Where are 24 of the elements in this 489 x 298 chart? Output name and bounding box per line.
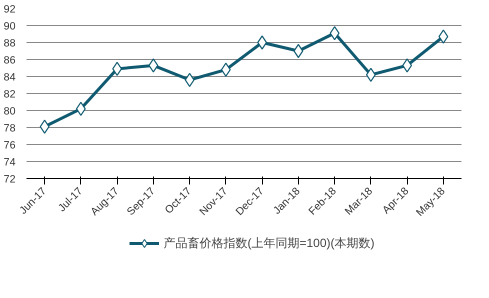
point [330, 26, 340, 40]
point [148, 58, 158, 73]
point [257, 35, 268, 50]
y-tick-label: 76 [4, 140, 16, 152]
y-tick-label: 88 [4, 38, 16, 50]
y-tick-label: 72 [4, 174, 16, 186]
point [220, 62, 231, 77]
y-tick-label: 92 [4, 4, 16, 16]
point [293, 44, 304, 58]
y-tick-label: 80 [4, 106, 16, 118]
y-tick-label: 84 [4, 72, 16, 84]
y-tick-label: 82 [4, 88, 16, 100]
y-tick-label: 90 [4, 20, 16, 32]
point [40, 120, 50, 134]
point [366, 68, 376, 82]
point [438, 29, 448, 44]
point [184, 72, 195, 87]
point [402, 58, 412, 73]
legend-label: 产品畜价格指数(上年同期=100)(本期数) [163, 234, 375, 252]
point [76, 102, 86, 116]
y-tick-label: 74 [4, 156, 16, 168]
y-tick-label: 78 [4, 122, 16, 134]
y-tick-label: 86 [4, 54, 16, 66]
point [112, 62, 122, 76]
